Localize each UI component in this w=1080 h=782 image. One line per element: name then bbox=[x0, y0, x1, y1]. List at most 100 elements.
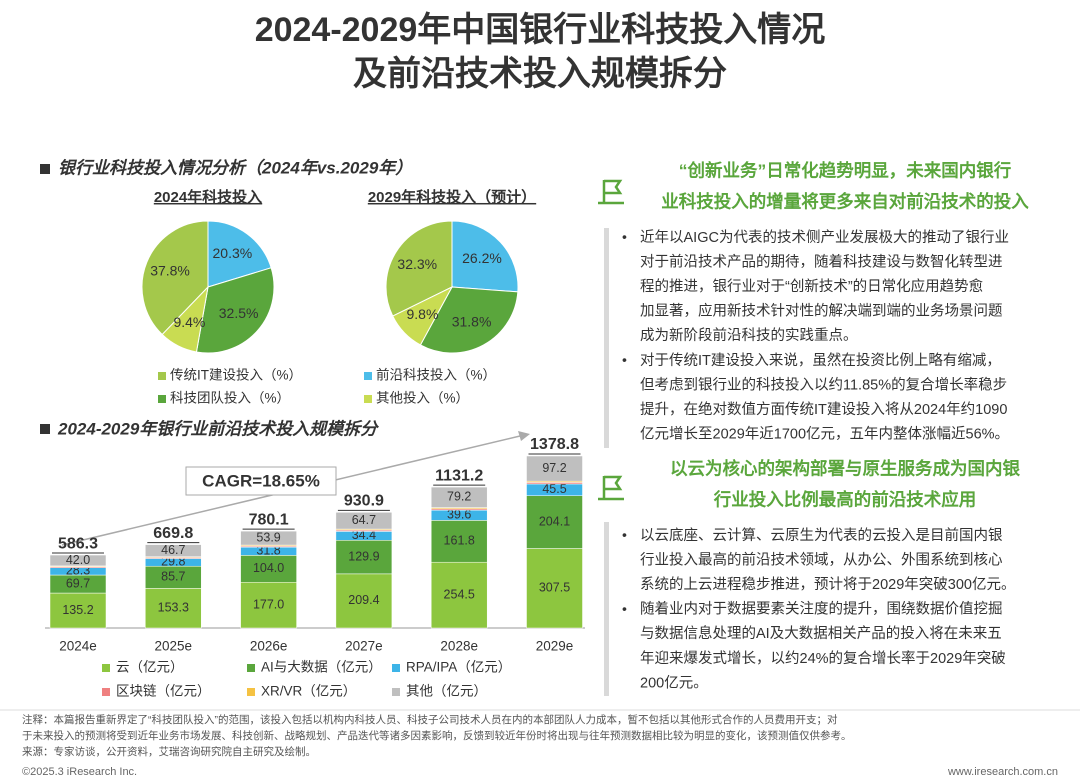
page-title: 2024-2029年中国银行业科技投入情况 bbox=[255, 11, 826, 49]
legend-label: 其他（亿元） bbox=[406, 684, 487, 699]
pie-label: 26.2% bbox=[462, 250, 502, 266]
pie-slice bbox=[451, 220, 519, 293]
pie-slice bbox=[385, 220, 453, 317]
bar-segment bbox=[49, 554, 107, 567]
annotation-box bbox=[185, 466, 337, 496]
bar-segment bbox=[240, 530, 297, 546]
bar-value-label: 177.0 bbox=[253, 597, 284, 611]
note-line: 来源：专家访谈，公开资料，艾瑞咨询研究院自主研究及绘制。 bbox=[22, 745, 316, 758]
bullet-text: 以云底座、云计算、云原生为代表的云投入是目前国内银 bbox=[640, 527, 1003, 544]
bar-segment bbox=[145, 588, 202, 629]
legend-swatch bbox=[158, 372, 166, 380]
x-tick-label: 2025e bbox=[155, 639, 193, 654]
pie-slice bbox=[392, 285, 454, 346]
page-title: 及前沿技术投入规模拆分 bbox=[353, 55, 727, 93]
bar-segment bbox=[240, 555, 297, 583]
legend-label: 其他投入（%） bbox=[376, 391, 469, 406]
bullet-text: 对于前沿技术产品的期待，随着科技建设与数智化转型进 bbox=[640, 253, 1003, 270]
bullet-text: 提升，在绝对数值方面传统IT建设投入将从2024年约1090 bbox=[640, 401, 1007, 418]
bar-segment bbox=[430, 561, 488, 629]
pie-title: 2029年科技投入（预计） bbox=[368, 188, 536, 206]
bar-value-label: 85.7 bbox=[161, 570, 185, 584]
pie-label: 31.8% bbox=[452, 314, 492, 330]
legend-label: 传统IT建设投入（%） bbox=[170, 368, 302, 383]
bullet-dot: • bbox=[622, 527, 627, 543]
legend-label: AI与大数据（亿元） bbox=[261, 660, 382, 675]
bar-value-label: 64.7 bbox=[352, 513, 376, 527]
bar-value-label: 153.3 bbox=[158, 600, 189, 614]
bar-value-label: 45.5 bbox=[542, 482, 566, 496]
pie-slice bbox=[207, 220, 272, 288]
pie-label: 20.3% bbox=[213, 245, 253, 261]
x-tick-label: 2024e bbox=[59, 639, 97, 654]
bar-segment bbox=[430, 520, 488, 563]
right-heading: 业科技投入的增量将更多来自对前沿技术的投入 bbox=[661, 192, 1029, 212]
pie-title: 2024年科技投入 bbox=[154, 188, 262, 206]
bar-value-label: 129.9 bbox=[348, 549, 379, 563]
bar-segment bbox=[430, 486, 488, 508]
bar-segment bbox=[335, 512, 393, 530]
pie-slice bbox=[161, 285, 209, 353]
section-heading: 2024-2029年银行业前沿技术投入规模拆分 bbox=[57, 419, 379, 438]
bar-value-label: 42.0 bbox=[66, 553, 90, 567]
legend-label: 云（亿元） bbox=[116, 660, 184, 675]
bar-value-label: 254.5 bbox=[444, 587, 475, 601]
pie-slice bbox=[141, 220, 209, 336]
bar-total-label: 930.9 bbox=[344, 493, 384, 510]
side-bar bbox=[604, 522, 609, 696]
bar-value-label: 104.0 bbox=[253, 561, 284, 575]
right-heading: 行业投入比例最高的前沿技术应用 bbox=[713, 490, 977, 510]
legend-swatch bbox=[158, 395, 166, 403]
bar-value-label: 209.4 bbox=[348, 593, 379, 607]
bar-value-label: 79.2 bbox=[447, 490, 471, 504]
bar-total-label: 1131.2 bbox=[435, 467, 483, 484]
note-line: 注释：本篇报告重新界定了“科技团队投入”的范围，该投入包括以机构内科技人员、科技… bbox=[22, 713, 838, 726]
legend-swatch bbox=[364, 395, 372, 403]
bullet-text: 行业投入最高的前沿技术领域，从办公、外围系统到核心 bbox=[640, 551, 1003, 568]
bar-segment bbox=[240, 581, 297, 629]
legend-swatch bbox=[102, 664, 110, 672]
bullet-text: 系统的上云进程稳步推进，预计将于2029年突破300亿元。 bbox=[640, 576, 1015, 593]
x-tick-label: 2029e bbox=[536, 639, 574, 654]
legend-swatch bbox=[247, 688, 255, 696]
x-tick-label: 2027e bbox=[345, 639, 383, 654]
legend-swatch bbox=[392, 664, 400, 672]
bar-total-label: 1378.8 bbox=[530, 436, 579, 453]
bar-value-label: 161.8 bbox=[444, 534, 475, 548]
bullet-text: 加显著，应用新技术针对性的解决端到端的业务场景问题 bbox=[640, 302, 1003, 320]
site-url: www.iresearch.com.cn bbox=[947, 766, 1058, 778]
bar-total-label: 586.3 bbox=[58, 535, 98, 552]
legend-swatch bbox=[102, 688, 110, 696]
section-heading: 银行业科技投入情况分析（2024年vs.2029年） bbox=[58, 158, 412, 177]
bar-total-label: 780.1 bbox=[249, 511, 289, 528]
pie-label: 9.4% bbox=[173, 314, 205, 330]
pie-slice bbox=[419, 286, 519, 354]
note-line: 于未来投入的预测将受到近年业务市场发展、科技创新、战略规划、产品迭代等诸多因素影… bbox=[22, 729, 852, 742]
bullet-text: 200亿元。 bbox=[640, 674, 708, 691]
bar-segment bbox=[145, 544, 202, 557]
trend-arrow-head bbox=[518, 431, 530, 441]
heading-icon bbox=[40, 164, 50, 174]
bar-value-label: 46.7 bbox=[161, 543, 185, 557]
pie-slice bbox=[195, 267, 275, 354]
bar-value-label: 97.2 bbox=[542, 461, 566, 475]
bullet-text: 程的推进，银行业对于“创新技术”的日常化应用趋势愈 bbox=[640, 277, 983, 295]
legend-label: 区块链（亿元） bbox=[116, 684, 211, 699]
bullet-text: 对于传统IT建设投入来说，虽然在投资比例上略有缩减， bbox=[640, 352, 1001, 369]
bullet-text: 成为新阶段前沿科技的实践重点。 bbox=[640, 327, 858, 344]
legend-label: XR/VR（亿元） bbox=[261, 684, 356, 699]
legend-swatch bbox=[364, 372, 372, 380]
bar-segment bbox=[526, 455, 583, 482]
bullet-dot: • bbox=[622, 601, 627, 617]
right-heading: 以云为核心的架构部署与原生服务成为国内银 bbox=[670, 459, 1020, 479]
bar-segment bbox=[335, 540, 393, 575]
legend-swatch bbox=[247, 664, 255, 672]
heading-icon bbox=[40, 424, 50, 434]
bar-value-label: 39.6 bbox=[447, 508, 471, 522]
legend-label: 科技团队投入（%） bbox=[170, 391, 290, 406]
pie-label: 9.8% bbox=[406, 306, 438, 322]
legend-label: 前沿科技投入（%） bbox=[376, 367, 496, 383]
bullet-dot: • bbox=[622, 229, 627, 245]
bullet-text: 年迎来爆发式增长，以约24%的复合增长率于2029年突破 bbox=[640, 649, 1006, 667]
legend-label: RPA/IPA（亿元） bbox=[406, 660, 511, 675]
